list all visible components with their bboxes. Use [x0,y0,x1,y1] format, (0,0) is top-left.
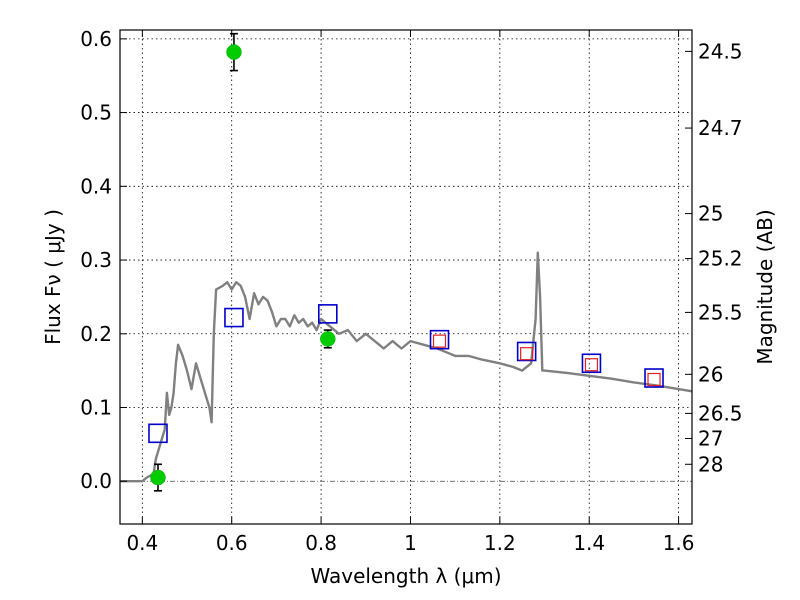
right-tick-label: 26.5 [698,401,743,425]
right-tick-label: 25.2 [698,247,743,271]
y-tick-label: 0.2 [80,322,112,346]
x-axis-label: Wavelength λ (μm) [310,564,501,588]
measured-photometry-square [432,334,447,348]
hst-photometry-point [226,44,242,60]
x-tick-label: 1.6 [663,531,695,555]
model-photometry-square [581,353,602,374]
x-tick-label: 1.4 [573,531,605,555]
plot-area [120,32,693,492]
model-photometry-square [317,304,338,324]
right-tick-label: 24.7 [698,116,743,140]
measured-photometry-square [584,358,599,372]
right-axis-label: Magnitude (AB) [753,209,777,364]
model-photometry-square [644,368,664,388]
model-photometry-square [429,329,450,350]
model-photometry-square [224,307,244,328]
model-photometry-square [148,423,168,444]
right-tick-label: 25 [698,202,723,226]
x-tick-label: 0.8 [305,531,337,555]
measured-photometry-square [647,372,661,387]
x-tick-label: 1 [404,531,417,555]
model-sed-line [120,251,693,483]
y-tick-label: 0.5 [80,101,112,125]
right-tick-label: 28 [698,452,723,476]
axis-ticks: 0.4 0.6 0.8 1 1.2 1.4 1.6 0.0 0.1 0.2 0.3 0.4 0.5 0.6… [80,27,742,555]
y-tick-label: 0.0 [80,469,112,493]
y-tick-label: 0.6 [80,27,112,51]
hst-photometry-point [320,331,336,347]
right-tick-label: 26 [698,362,723,386]
x-tick-label: 0.6 [216,531,248,555]
hst-photometry-point [150,469,166,486]
grid-lines [120,30,692,524]
x-tick-label: 1.2 [484,531,516,555]
model-photometry-square [516,341,537,362]
measured-photometry-square [520,347,534,361]
plot-frame [119,29,693,525]
right-tick-label: 24.5 [698,39,743,63]
x-tick-label: 0.4 [126,531,158,555]
right-tick-label: 25.5 [698,300,743,324]
y-tick-label: 0.3 [80,248,112,272]
y-axis-label: Flux Fν ( μJy ) [41,209,65,345]
y-tick-label: 0.4 [80,174,112,198]
y-tick-label: 0.1 [80,396,112,420]
right-tick-label: 27 [698,426,723,450]
